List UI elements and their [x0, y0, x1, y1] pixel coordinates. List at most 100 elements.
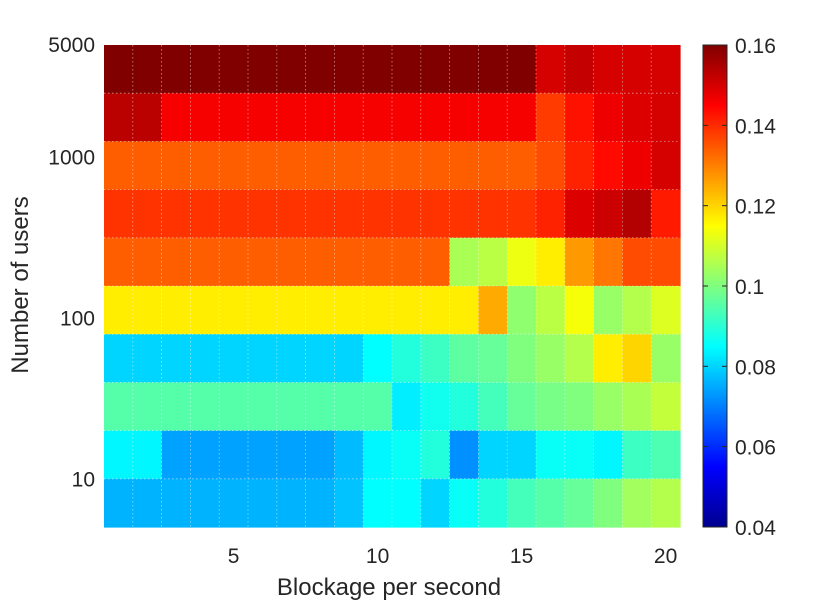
- heatmap-cell: [392, 286, 422, 335]
- heatmap-cell: [564, 141, 595, 191]
- heatmap-cell: [248, 286, 278, 335]
- heatmap-cell: [564, 430, 595, 480]
- heatmap-cell: [536, 430, 566, 480]
- heatmap-cell: [478, 237, 508, 287]
- heatmap-cell: [622, 286, 652, 335]
- heatmap-cell: [622, 382, 652, 432]
- heatmap-cell: [536, 189, 566, 239]
- heatmap-cell: [363, 141, 393, 191]
- heatmap-cell: [161, 237, 191, 287]
- heatmap-cell: [651, 93, 681, 142]
- heatmap-cell: [420, 286, 451, 335]
- heatmap-cell: [622, 430, 652, 480]
- heatmap-cell: [622, 334, 652, 383]
- heatmap-cell: [190, 141, 220, 191]
- heatmap-cell: [190, 382, 220, 432]
- heatmap-cell: [104, 45, 134, 94]
- heatmap-cell: [104, 237, 134, 287]
- heatmap-cell: [305, 334, 335, 383]
- heatmap-cell: [248, 334, 278, 383]
- x-tick-label: 5: [228, 545, 240, 568]
- heatmap-cell: [305, 478, 335, 528]
- heatmap-cell: [219, 430, 249, 480]
- heatmap-cell: [132, 334, 163, 383]
- heatmap-cell: [478, 189, 508, 239]
- x-tick-label: 10: [366, 545, 389, 568]
- heatmap-cell: [651, 286, 681, 335]
- heatmap-cell: [248, 430, 278, 480]
- heatmap-cell: [132, 286, 163, 335]
- heatmap-cell: [536, 45, 566, 94]
- heatmap-cell: [334, 286, 364, 335]
- heatmap-cell: [219, 382, 249, 432]
- heatmap-cell: [593, 478, 623, 528]
- heatmap-cell: [651, 382, 681, 432]
- heatmap-cell: [363, 478, 393, 528]
- heatmap-cell: [593, 45, 623, 94]
- heatmap-cell: [334, 478, 364, 528]
- heatmap-cell: [593, 141, 623, 191]
- heatmap-cell: [276, 430, 307, 480]
- heatmap-cell: [536, 141, 566, 191]
- heatmap-cell: [190, 45, 220, 94]
- heatmap-cell: [593, 382, 623, 432]
- heatmap-cell: [420, 334, 451, 383]
- heatmap-cell: [420, 141, 451, 191]
- heatmap-cell: [334, 93, 364, 142]
- heatmap-cell: [161, 45, 191, 94]
- heatmap-cell: [132, 478, 163, 528]
- y-tick-label: 100: [60, 308, 95, 331]
- heatmap-cell: [507, 334, 537, 383]
- heatmap-cell: [161, 334, 191, 383]
- heatmap-cell: [564, 93, 595, 142]
- colorbar-tick-label: 0.04: [735, 517, 776, 540]
- heatmap-cell: [449, 237, 479, 287]
- heatmap-cell: [363, 45, 393, 94]
- heatmap-cell: [420, 382, 451, 432]
- heatmap-cell: [420, 478, 451, 528]
- heatmap-cell: [392, 478, 422, 528]
- heatmap-cell: [536, 93, 566, 142]
- heatmap-cell: [305, 45, 335, 94]
- heatmap-cell: [334, 430, 364, 480]
- heatmap-cell: [507, 93, 537, 142]
- heatmap-cell: [104, 478, 134, 528]
- heatmap-cell: [507, 189, 537, 239]
- heatmap-cell: [536, 237, 566, 287]
- heatmap-cell: [507, 237, 537, 287]
- heatmap-cell: [190, 93, 220, 142]
- heatmap-cell: [305, 382, 335, 432]
- x-tick-label: 20: [654, 545, 677, 568]
- heatmap-cell: [305, 286, 335, 335]
- heatmap-cell: [104, 189, 134, 239]
- heatmap-cell: [478, 141, 508, 191]
- colorbar-tick-label: 0.14: [735, 115, 776, 138]
- heatmap-cell: [161, 286, 191, 335]
- heatmap-cell: [593, 334, 623, 383]
- heatmap-cell: [420, 189, 451, 239]
- heatmap-cell: [104, 286, 134, 335]
- colorbar-tick-label: 0.06: [735, 437, 776, 460]
- heatmap-cell: [593, 237, 623, 287]
- heatmap-cell: [248, 237, 278, 287]
- heatmap-cell: [392, 189, 422, 239]
- heatmap-cell: [536, 478, 566, 528]
- heatmap-cell: [651, 237, 681, 287]
- heatmap-cell: [305, 430, 335, 480]
- heatmap-cell: [305, 189, 335, 239]
- heatmap-cell: [248, 45, 278, 94]
- heatmap-cell: [449, 141, 479, 191]
- heatmap-cell: [478, 334, 508, 383]
- heatmap-cell: [219, 45, 249, 94]
- grid-lines: [104, 45, 680, 527]
- heatmap-cell: [161, 430, 191, 480]
- heatmap-cell: [392, 430, 422, 480]
- heatmap-cell: [478, 93, 508, 142]
- heatmap-cell: [420, 45, 451, 94]
- heatmap-cell: [190, 430, 220, 480]
- heatmap-cell: [507, 478, 537, 528]
- heatmap-cell: [248, 189, 278, 239]
- heatmap-cell: [104, 430, 134, 480]
- y-axis-label: Number of users: [7, 196, 34, 373]
